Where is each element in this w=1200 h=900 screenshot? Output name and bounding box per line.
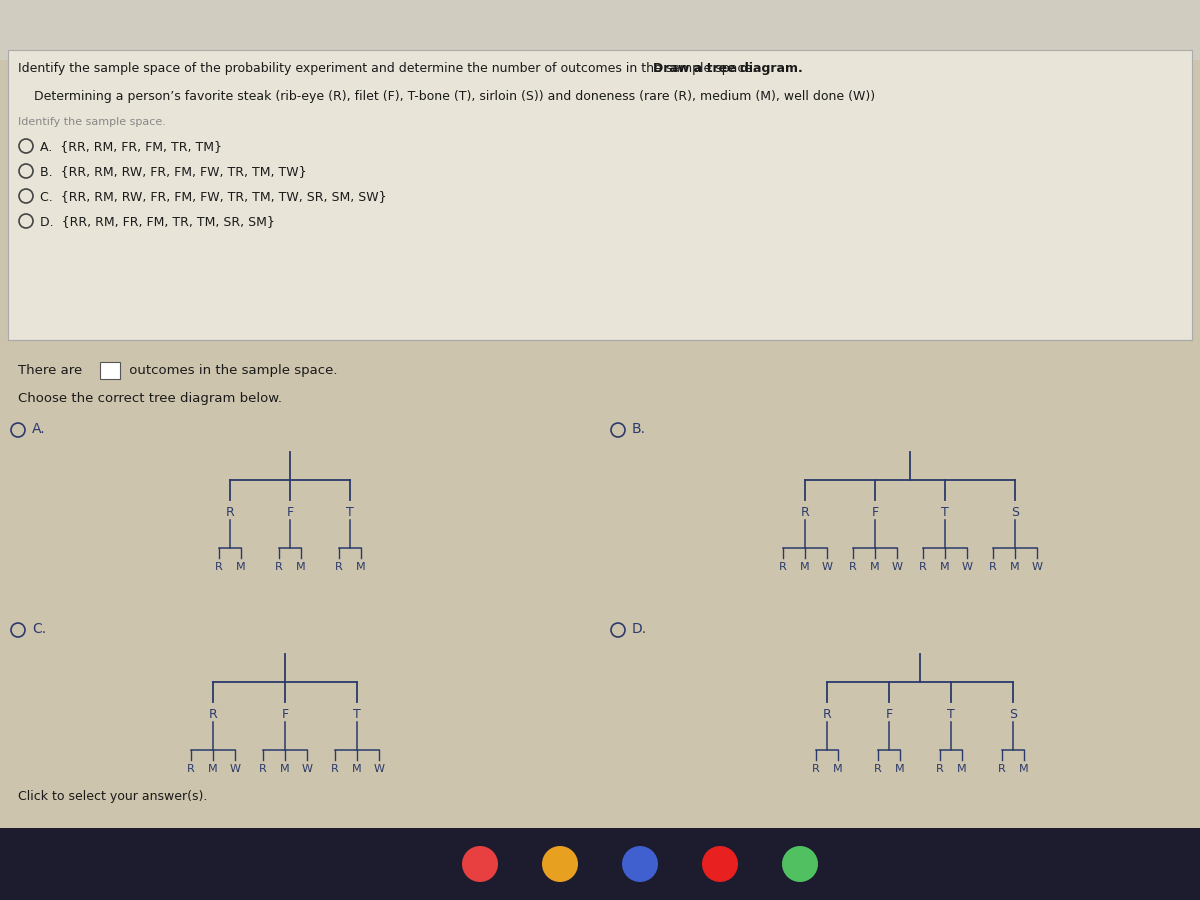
Text: T: T [947, 708, 955, 721]
Text: B.  {RR, RM, RW, FR, FM, FW, TR, TM, TW}: B. {RR, RM, RW, FR, FM, FW, TR, TM, TW} [40, 165, 307, 178]
Text: M: M [236, 562, 246, 572]
Text: R: R [209, 708, 217, 721]
Text: R: R [800, 506, 809, 519]
Text: Choose the correct tree diagram below.: Choose the correct tree diagram below. [18, 392, 282, 405]
Text: R: R [998, 764, 1006, 774]
Circle shape [542, 846, 578, 882]
Text: Click to select your answer(s).: Click to select your answer(s). [18, 790, 208, 803]
Text: W: W [301, 764, 312, 774]
Text: R: R [335, 562, 343, 572]
Text: D.: D. [632, 622, 647, 636]
Text: W: W [373, 764, 384, 774]
Circle shape [782, 846, 818, 882]
Text: M: M [895, 764, 905, 774]
Text: A.  {RR, RM, FR, FM, TR, TM}: A. {RR, RM, FR, FM, TR, TM} [40, 140, 222, 153]
Text: D.  {RR, RM, FR, FM, TR, TM, SR, SM}: D. {RR, RM, FR, FM, TR, TM, SR, SM} [40, 215, 275, 228]
FancyBboxPatch shape [0, 828, 1200, 900]
Text: M: M [940, 562, 950, 572]
Text: R: R [874, 764, 882, 774]
Text: M: M [296, 562, 306, 572]
Text: W: W [961, 562, 972, 572]
Text: T: T [353, 708, 361, 721]
Text: W: W [229, 764, 240, 774]
Text: S: S [1010, 506, 1019, 519]
FancyBboxPatch shape [0, 0, 1200, 60]
Text: Identify the sample space of the probability experiment and determine the number: Identify the sample space of the probabi… [18, 62, 760, 75]
Text: R: R [187, 764, 194, 774]
Text: S: S [1009, 708, 1018, 721]
Text: R: R [823, 708, 832, 721]
Text: F: F [282, 708, 288, 721]
Text: R: R [259, 764, 266, 774]
Text: R: R [850, 562, 857, 572]
Text: M: M [870, 562, 880, 572]
Text: R: R [989, 562, 997, 572]
Text: W: W [1032, 562, 1043, 572]
Text: R: R [779, 562, 787, 572]
FancyBboxPatch shape [100, 362, 120, 379]
Text: M: M [280, 764, 290, 774]
Text: M: M [1010, 562, 1020, 572]
Text: Determining a person’s favorite steak (rib-eye (R), filet (F), T-bone (T), sirlo: Determining a person’s favorite steak (r… [18, 90, 875, 103]
Text: F: F [287, 506, 294, 519]
Text: R: R [215, 562, 223, 572]
Text: M: M [356, 562, 366, 572]
Text: C.  {RR, RM, RW, FR, FM, FW, TR, TM, TW, SR, SM, SW}: C. {RR, RM, RW, FR, FM, FW, TR, TM, TW, … [40, 190, 386, 203]
Text: R: R [812, 764, 820, 774]
Text: M: M [352, 764, 362, 774]
Text: R: R [936, 764, 944, 774]
Text: W: W [822, 562, 833, 572]
Text: F: F [886, 708, 893, 721]
Text: outcomes in the sample space.: outcomes in the sample space. [125, 364, 337, 377]
Text: R: R [919, 562, 926, 572]
Text: There are: There are [18, 364, 86, 377]
Text: M: M [208, 764, 218, 774]
Text: A.: A. [32, 422, 46, 436]
Text: R: R [226, 506, 234, 519]
FancyBboxPatch shape [8, 50, 1192, 340]
Text: Draw a tree diagram.: Draw a tree diagram. [653, 62, 803, 75]
Text: B.: B. [632, 422, 646, 436]
Circle shape [622, 846, 658, 882]
Text: R: R [275, 562, 283, 572]
Circle shape [462, 846, 498, 882]
Text: M: M [800, 562, 810, 572]
Text: T: T [941, 506, 949, 519]
Text: F: F [871, 506, 878, 519]
Text: M: M [958, 764, 967, 774]
Text: M: M [833, 764, 842, 774]
Text: T: T [346, 506, 354, 519]
Text: C.: C. [32, 622, 46, 636]
Text: W: W [892, 562, 902, 572]
Text: Identify the sample space.: Identify the sample space. [18, 117, 166, 127]
Text: R: R [331, 764, 338, 774]
Text: M: M [1019, 764, 1028, 774]
Circle shape [702, 846, 738, 882]
